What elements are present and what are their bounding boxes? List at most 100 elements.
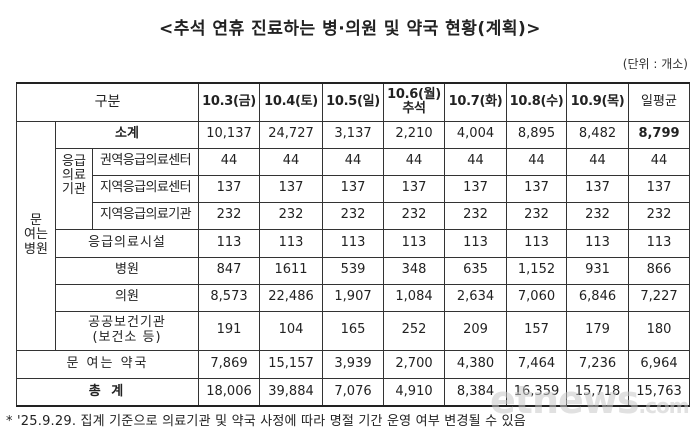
cell: 2,210 [383,120,445,149]
cell: 15,718 [566,377,629,407]
header-date: 10.7(화) [444,82,507,122]
cell: 113 [322,228,384,258]
cell: 137 [566,174,629,203]
row-label: 지역응급의료기관 [92,201,199,230]
table-row-clinic: 의원 8,573 22,486 1,907 1,084 2,634 7,060 … [17,283,690,312]
cell: 1,907 [322,283,384,312]
cell: 191 [198,310,260,351]
cell: 18,006 [198,377,260,407]
group-label-line: 응급 [62,153,86,169]
cell: 8,384 [444,377,507,407]
table-row-emergency-facility: 응급의료시설 113 113 113 113 113 113 113 113 [17,228,690,258]
cell: 44 [383,147,445,176]
footnote: * '25.9.29. 집계 기준으로 의료기관 및 약국 사정에 따라 명절 … [6,414,526,429]
cell: 15,763 [628,377,690,407]
cell: 232 [322,201,384,230]
cell: 209 [444,310,507,351]
table-row-local-institution: 지역응급의료기관 232 232 232 232 232 232 232 232 [17,201,690,230]
cell: 847 [198,256,260,285]
table-row-regional-center: 응급 의료 기관 권역응급의료센터 44 44 44 44 44 44 44 4… [17,147,690,230]
cell: 232 [566,201,629,230]
cell: 232 [259,201,323,230]
cell: 44 [628,147,690,176]
header-date-sub: 추석 [402,101,426,117]
cell: 6,964 [628,349,690,379]
cell: 232 [444,201,507,230]
cell: 4,004 [444,120,507,149]
header-row: 구분 10.3(금) 10.4(토) 10.5(일) 10.6(월) 추석 10… [16,82,690,122]
group-hospital-open: 문 여는 병원 [16,120,56,351]
row-label: 의원 [55,283,199,312]
cell: 15,157 [259,349,323,379]
table-row-total: 총 계 18,006 39,884 7,076 4,910 8,384 16,3… [16,377,690,407]
cell: 1,084 [383,283,445,312]
cell: 539 [322,256,384,285]
header-date-chuseok: 10.6(월) 추석 [383,82,445,122]
cell: 7,869 [198,349,260,379]
unit-label: (단위 : 개소) [622,57,688,71]
header-date: 10.5(일) [322,82,384,122]
cell: 1611 [259,256,323,285]
header-date: 10.6(월) [387,86,441,102]
cell: 7,076 [322,377,384,407]
cell: 113 [259,228,323,258]
cell: 44 [259,147,323,176]
cell: 252 [383,310,445,351]
cell: 137 [259,174,323,203]
cell: 137 [506,174,567,203]
cell: 113 [628,228,690,258]
table-row-public-health: 공공보건기관 (보건소 등) 191 104 165 252 209 157 1… [17,310,690,351]
cell: 44 [198,147,260,176]
cell: 44 [566,147,629,176]
cell: 137 [198,174,260,203]
row-label: 총 계 [16,377,199,407]
cell: 44 [506,147,567,176]
cell: 10,137 [198,120,260,149]
cell: 3,137 [322,120,384,149]
group-label-line: 문 [30,213,42,229]
cell: 180 [628,310,690,351]
header-date: 10.9(목) [566,82,629,122]
cell: 44 [444,147,507,176]
cell: 635 [444,256,507,285]
cell: 7,060 [506,283,567,312]
cell: 1,152 [506,256,567,285]
header-category: 구분 [16,82,199,122]
header-date: 10.8(수) [506,82,567,122]
cell: 113 [198,228,260,258]
cell: 931 [566,256,629,285]
cell: 7,227 [628,283,690,312]
hospital-pharmacy-table: 구분 10.3(금) 10.4(토) 10.5(일) 10.6(월) 추석 10… [16,82,690,407]
header-date: 10.4(토) [259,82,323,122]
row-label: 권역응급의료센터 [92,147,199,176]
cell: 2,700 [383,349,445,379]
table-row-pharmacy: 문 여는 약국 7,869 15,157 3,939 2,700 4,380 7… [16,349,690,379]
cell: 165 [322,310,384,351]
row-label: 문 여는 약국 [16,349,199,379]
cell: 2,634 [444,283,507,312]
cell: 8,482 [566,120,629,149]
cell: 3,939 [322,349,384,379]
cell: 44 [322,147,384,176]
header-avg: 일평균 [628,82,690,122]
cell: 232 [383,201,445,230]
group-label-line: 기관 [62,182,86,198]
group-emergency: 응급 의료 기관 [55,147,93,230]
row-label-line: 공공보건기관 [88,315,166,331]
table-row-subtotal: 문 여는 병원 소계 10,137 24,727 3,137 2,210 4,0… [16,120,690,351]
cell: 4,910 [383,377,445,407]
header-date: 10.3(금) [198,82,260,122]
page-title: <추석 연휴 진료하는 병·의원 및 약국 현황(계획)> [158,19,541,39]
cell: 113 [383,228,445,258]
cell: 137 [322,174,384,203]
row-label-line: (보건소 등) [92,329,162,345]
cell: 113 [444,228,507,258]
cell: 137 [383,174,445,203]
cell: 348 [383,256,445,285]
cell: 866 [628,256,690,285]
cell: 6,846 [566,283,629,312]
group-label-line: 여는 [24,227,48,243]
cell: 8,573 [198,283,260,312]
cell: 8,895 [506,120,567,149]
row-label: 응급의료시설 [55,228,199,258]
